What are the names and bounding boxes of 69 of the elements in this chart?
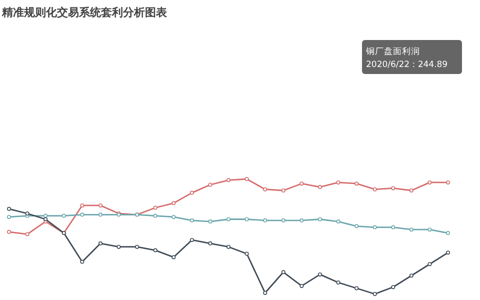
point	[409, 188, 414, 192]
point	[354, 224, 359, 228]
point	[281, 218, 286, 222]
point	[208, 241, 212, 246]
point	[208, 182, 212, 187]
point	[80, 260, 84, 264]
point	[428, 262, 432, 266]
point	[7, 230, 11, 234]
point	[318, 272, 322, 276]
point	[44, 214, 48, 218]
point	[153, 206, 158, 210]
point	[244, 177, 249, 181]
point	[336, 220, 340, 224]
point	[116, 244, 121, 249]
point	[300, 284, 304, 288]
point	[446, 231, 450, 236]
point	[244, 217, 249, 222]
point	[226, 178, 230, 182]
point	[44, 217, 48, 222]
point	[153, 248, 158, 252]
point	[391, 186, 396, 190]
point	[80, 203, 84, 208]
point	[98, 241, 102, 246]
point	[98, 203, 102, 208]
point	[135, 244, 140, 249]
point	[428, 180, 432, 184]
point	[336, 280, 340, 284]
point	[244, 252, 249, 256]
point	[318, 217, 322, 222]
point	[446, 180, 450, 184]
point	[172, 201, 176, 206]
point	[281, 188, 286, 192]
point	[208, 220, 212, 224]
point	[190, 218, 194, 222]
point	[372, 292, 377, 296]
point	[7, 214, 11, 219]
point	[80, 212, 84, 217]
point	[153, 214, 158, 218]
point	[226, 244, 230, 249]
point	[391, 285, 396, 290]
point	[428, 228, 432, 232]
point	[226, 217, 230, 222]
point	[172, 255, 176, 260]
point	[263, 290, 268, 295]
title: 精准规则化交易系统套利分析图表	[2, 6, 167, 19]
point	[25, 232, 30, 236]
point	[190, 238, 194, 242]
point	[391, 225, 396, 230]
point	[300, 182, 304, 186]
point	[7, 206, 11, 211]
point	[263, 187, 268, 192]
point	[318, 185, 322, 190]
point	[354, 182, 359, 186]
point	[372, 225, 377, 230]
point	[446, 250, 450, 255]
point	[336, 180, 340, 184]
point	[409, 228, 414, 232]
point	[25, 212, 30, 216]
point	[98, 212, 102, 217]
point	[62, 214, 66, 218]
annotation: 铜厂盘面利润 2020/6/22 : 244.89	[362, 40, 462, 74]
point	[409, 274, 414, 278]
point	[172, 214, 176, 219]
point	[372, 187, 377, 192]
point	[300, 218, 304, 222]
point	[281, 270, 286, 274]
point	[263, 218, 268, 222]
point	[190, 190, 194, 195]
point	[354, 286, 359, 290]
